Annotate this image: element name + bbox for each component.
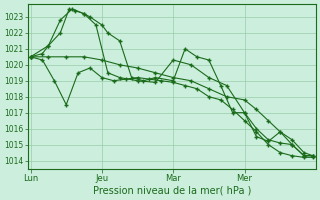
X-axis label: Pression niveau de la mer( hPa ): Pression niveau de la mer( hPa ) <box>92 186 251 196</box>
